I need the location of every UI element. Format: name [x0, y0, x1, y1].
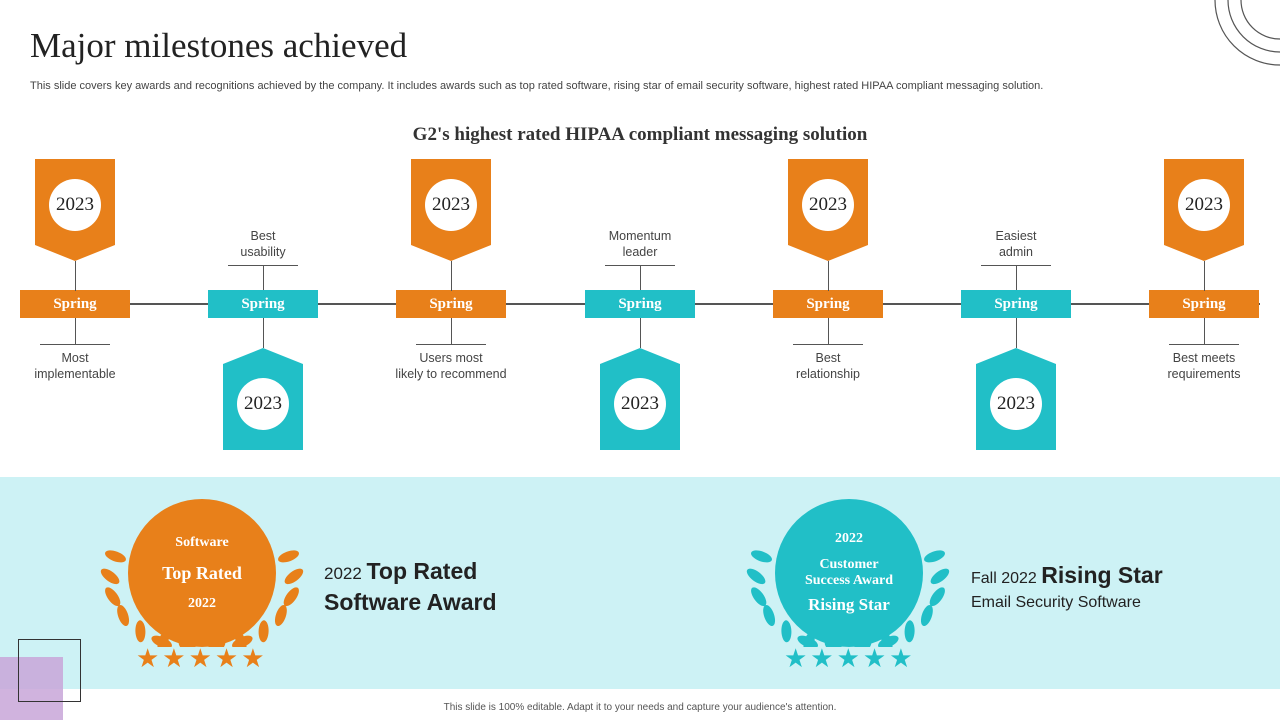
year-circle: 2023: [49, 179, 101, 231]
footer-note: This slide is 100% editable. Adapt it to…: [443, 702, 837, 713]
award-title-bold: Rising Star: [1041, 562, 1163, 588]
milestone-label-line-1: Most: [61, 351, 89, 365]
rising-star-badge: 2022 Customer Success Award Rising Star: [775, 499, 923, 647]
award-stars: ★★★★★: [784, 643, 916, 673]
badge-line-2: Top Rated: [162, 562, 242, 583]
top-rated-award-title: 2022 Top Rated Software Award: [324, 557, 497, 616]
season-box: Spring: [773, 290, 883, 318]
year-circle: 2023: [990, 378, 1042, 430]
season-box: Spring: [396, 290, 506, 318]
year-circle: 2023: [425, 179, 477, 231]
tag-connector: [451, 261, 452, 291]
tag-connector: [640, 318, 641, 348]
label-underline: [981, 265, 1051, 266]
awards-band: Software Top Rated 2022 ★★★★★ 2022 Top R…: [0, 477, 1280, 689]
label-connector: [263, 265, 264, 290]
milestone-label: Momentum leader: [560, 228, 720, 260]
purple-square-decoration: [0, 657, 63, 720]
milestone-label-line-2: usability: [240, 245, 286, 259]
milestone-label-line-1: Users most: [419, 351, 483, 365]
milestone-label: Users most likely to recommend: [371, 350, 531, 382]
year-circle: 2023: [237, 378, 289, 430]
milestone-label-line-1: Momentum: [608, 229, 672, 243]
badge-line-1: 2022: [835, 531, 863, 546]
year-circle: 2023: [614, 378, 666, 430]
laurel-wreath-icon: [746, 550, 950, 647]
top-rated-badge: Software Top Rated 2022: [128, 499, 276, 647]
milestone-label-line-2: relationship: [796, 367, 860, 381]
label-connector: [640, 265, 641, 290]
label-connector: [1016, 265, 1017, 290]
label-underline: [1169, 344, 1239, 345]
tag-connector: [263, 318, 264, 348]
season-box: Spring: [585, 290, 695, 318]
label-underline: [793, 344, 863, 345]
badge-line-2: Customer: [819, 557, 879, 572]
frame-square-decoration: [18, 639, 81, 702]
milestone-label: Most implementable: [0, 350, 155, 382]
label-underline: [40, 344, 110, 345]
award-title-prefix: 2022: [324, 564, 367, 583]
milestone-label-line-2: leader: [622, 245, 658, 259]
milestone-label-line-1: Best meets: [1172, 351, 1236, 365]
tag-connector: [1016, 318, 1017, 348]
label-underline: [605, 265, 675, 266]
award-stars: ★★★★★: [136, 643, 268, 673]
milestone-label-line-1: Easiest: [995, 229, 1037, 243]
label-connector: [828, 318, 829, 344]
milestone-label-line-2: likely to recommend: [395, 367, 507, 381]
milestone-label: Best usability: [183, 228, 343, 260]
corner-arcs-decoration: [1214, 0, 1280, 66]
year-circle: 2023: [802, 179, 854, 231]
tag-connector: [1204, 261, 1205, 291]
milestone-label-line-1: Best: [250, 229, 276, 243]
badge-line-1: Software: [175, 534, 229, 550]
label-connector: [1204, 318, 1205, 344]
award-title-line2: Email Security Software: [971, 594, 1141, 611]
milestone-label-line-2: requirements: [1167, 367, 1241, 381]
year-circle: 2023: [1178, 179, 1230, 231]
label-underline: [416, 344, 486, 345]
tag-connector: [75, 261, 76, 291]
season-box: Spring: [208, 290, 318, 318]
milestone-label: Easiest admin: [936, 228, 1096, 260]
label-connector: [75, 318, 76, 344]
award-title-prefix: Fall 2022: [971, 570, 1042, 587]
label-underline: [228, 265, 298, 266]
page-title: Major milestones achieved: [30, 26, 408, 65]
badge-line-4: Rising Star: [808, 595, 890, 614]
milestone-label-line-2: admin: [998, 245, 1034, 259]
label-connector: [451, 318, 452, 344]
award-title-bold: Top Rated: [366, 558, 478, 584]
rising-star-award-title: Fall 2022 Rising Star Email Security Sof…: [971, 561, 1163, 613]
page-subtitle: This slide covers key awards and recogni…: [30, 80, 1044, 92]
award-title-line2: Software Award: [324, 589, 497, 615]
season-box: Spring: [1149, 290, 1259, 318]
badge-line-3: 2022: [188, 595, 216, 611]
milestone-label: Best relationship: [748, 350, 908, 382]
timeline-heading: G2's highest rated HIPAA compliant messa…: [412, 124, 868, 145]
season-box: Spring: [961, 290, 1071, 318]
tag-connector: [828, 261, 829, 291]
badge-line-3: Success Award: [804, 573, 894, 588]
season-box: Spring: [20, 290, 130, 318]
milestone-label-line-2: implementable: [34, 367, 116, 381]
milestone-label-line-1: Best: [815, 351, 841, 365]
milestone-label: Best meets requirements: [1124, 350, 1280, 382]
